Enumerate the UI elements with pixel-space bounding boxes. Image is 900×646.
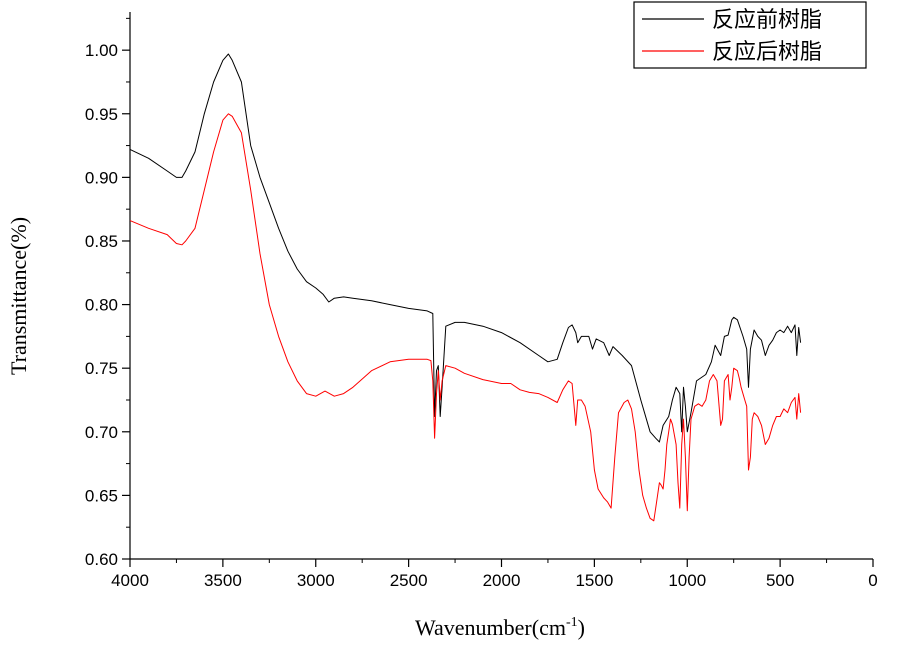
y-tick-label: 0.75 — [85, 359, 118, 378]
x-tick-label: 3000 — [297, 571, 335, 590]
x-tick-label: 0 — [868, 571, 877, 590]
x-axis-title-superscript: -1 — [566, 615, 578, 630]
x-tick-label: 2000 — [483, 571, 521, 590]
y-tick-label: 0.70 — [85, 423, 118, 442]
y-tick-label: 0.65 — [85, 486, 118, 505]
series-line-1 — [129, 53, 802, 443]
x-tick-label: 3500 — [204, 571, 242, 590]
legend-label-2: 反应后树脂 — [712, 40, 822, 65]
legend-label-1: 反应前树脂 — [712, 8, 822, 33]
x-tick-label: 4000 — [111, 571, 149, 590]
x-axis-title: Wavenumber(cm-1) — [415, 615, 585, 640]
y-tick-label: 0.95 — [85, 105, 118, 124]
series-layer — [129, 53, 802, 522]
x-axis-title-close: ) — [578, 615, 585, 640]
y-axis-title: Transmittance(%) — [6, 217, 31, 375]
y-tick-label: 0.60 — [85, 550, 118, 569]
x-axis-title-main: Wavenumber(cm — [415, 615, 566, 640]
y-tick-label: 0.85 — [85, 232, 118, 251]
x-tick-label: 1000 — [668, 571, 706, 590]
axis-layer: 0.60 0.65 0.70 0.75 0.80 0.85 0.90 0.95 1.00 4000… — [85, 12, 878, 590]
y-tick-label: 0.90 — [85, 168, 118, 187]
series-line-2 — [129, 113, 802, 522]
y-tick-label: 1.00 — [85, 41, 118, 60]
y-tick-label: 0.80 — [85, 296, 118, 315]
x-tick-label: 2500 — [390, 571, 428, 590]
x-tick-label: 500 — [766, 571, 794, 590]
legend-box — [633, 1, 867, 69]
x-tick-label: 1500 — [575, 571, 613, 590]
